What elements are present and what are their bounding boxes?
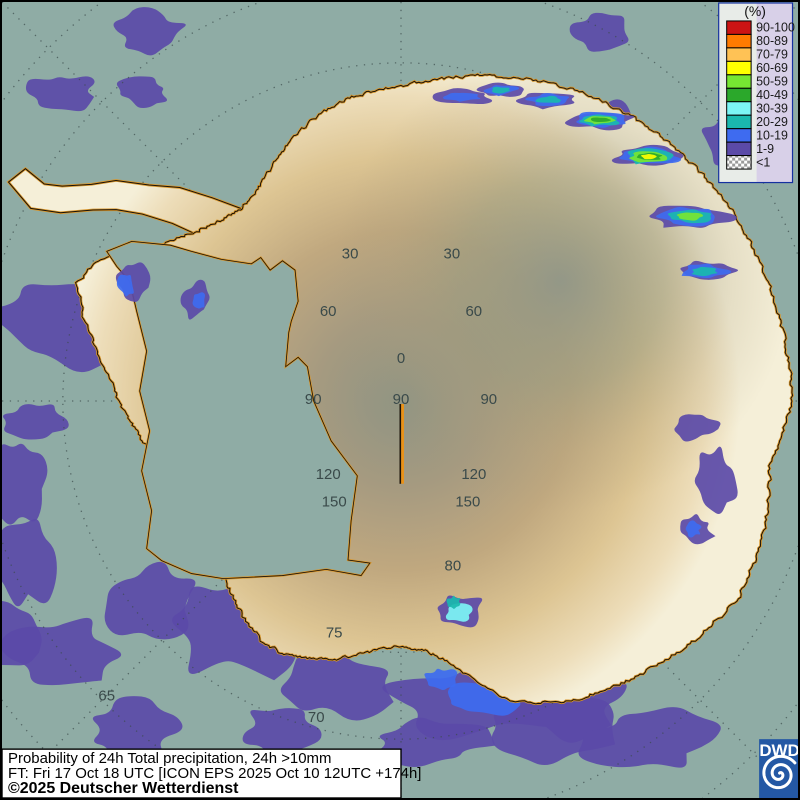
svg-text:90: 90 — [305, 391, 322, 408]
svg-text:30: 30 — [342, 245, 359, 262]
svg-text:70-79: 70-79 — [756, 48, 788, 62]
svg-text:70: 70 — [308, 709, 325, 726]
svg-text:60: 60 — [465, 303, 482, 320]
svg-text:120: 120 — [461, 466, 486, 483]
svg-text:©2025 Deutscher Wetterdienst: ©2025 Deutscher Wetterdienst — [8, 780, 239, 797]
svg-text:150: 150 — [455, 494, 480, 511]
svg-text:40-49: 40-49 — [756, 88, 788, 102]
svg-text:90: 90 — [480, 391, 497, 408]
svg-text:30: 30 — [444, 245, 461, 262]
svg-text:150: 150 — [322, 494, 347, 511]
svg-text:60: 60 — [320, 303, 337, 320]
svg-text:30-39: 30-39 — [756, 102, 788, 116]
svg-text:20-29: 20-29 — [756, 115, 788, 129]
svg-text:65: 65 — [98, 687, 115, 704]
svg-text:(%): (%) — [744, 3, 766, 19]
svg-text:80-89: 80-89 — [756, 34, 788, 48]
svg-text:50-59: 50-59 — [756, 75, 788, 89]
svg-text:75: 75 — [326, 624, 343, 641]
svg-text:<1: <1 — [756, 155, 770, 169]
svg-text:0: 0 — [397, 350, 405, 367]
svg-text:90-100: 90-100 — [756, 21, 795, 35]
svg-text:1-9: 1-9 — [756, 142, 774, 156]
svg-text:10-19: 10-19 — [756, 128, 788, 142]
svg-text:60-69: 60-69 — [756, 61, 788, 75]
svg-text:80: 80 — [445, 558, 462, 575]
svg-text:90: 90 — [393, 391, 410, 408]
svg-text:120: 120 — [316, 466, 341, 483]
